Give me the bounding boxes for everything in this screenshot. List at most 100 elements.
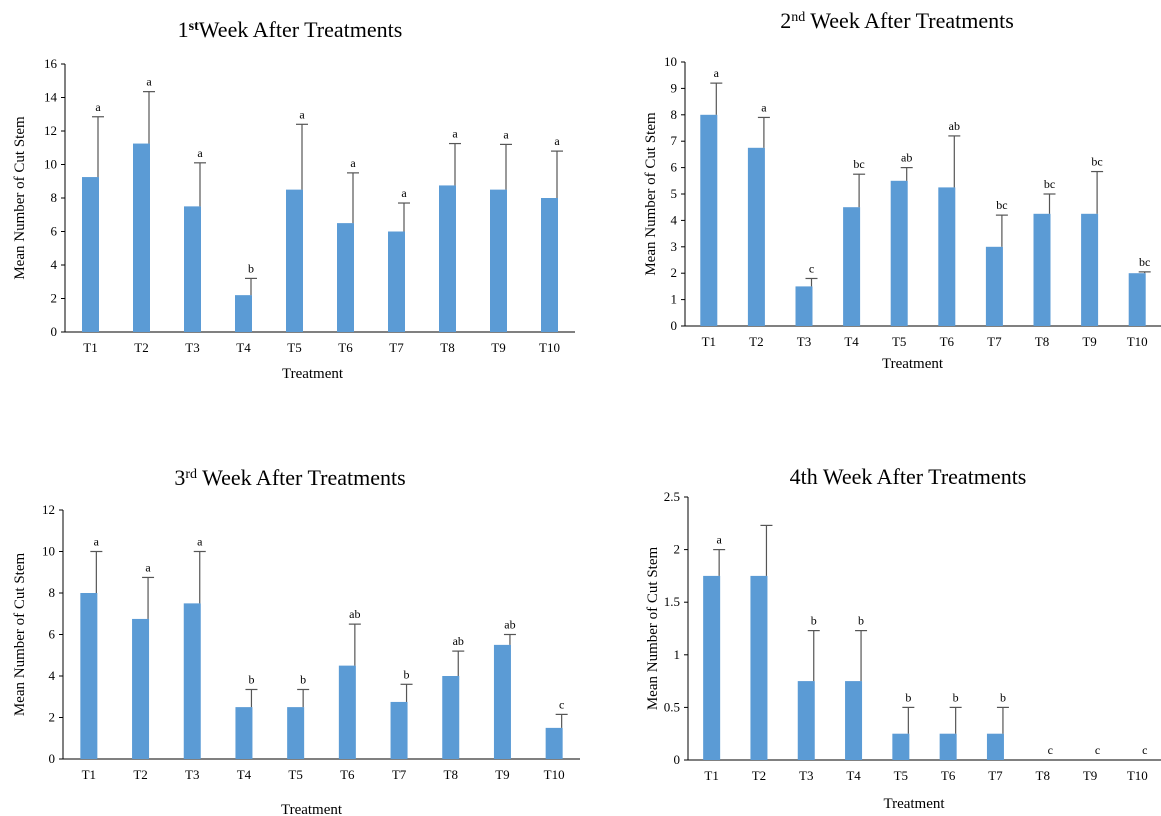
chart-title: 1stWeek After Treatments (178, 17, 403, 42)
bar (700, 114, 718, 326)
bar (890, 180, 908, 326)
bar (184, 206, 201, 332)
y-tick-label: 14 (44, 90, 58, 105)
y-tick-label: 0 (49, 751, 56, 766)
x-tick-label: T5 (892, 334, 906, 349)
x-tick-label: T3 (797, 334, 811, 349)
significance-letter: bc (1091, 155, 1102, 169)
y-tick-label: 2 (51, 291, 58, 306)
significance-letter: a (146, 75, 152, 89)
bar (338, 665, 356, 759)
bar (493, 644, 511, 759)
significance-letter: bc (996, 198, 1007, 212)
significance-letter: b (404, 667, 410, 681)
significance-letter: b (248, 261, 254, 275)
bar (1081, 213, 1099, 326)
significance-letter: a (197, 535, 203, 549)
x-tick-label: T9 (495, 767, 509, 782)
x-tick-label: T9 (1082, 334, 1096, 349)
x-tick-label: T6 (941, 768, 956, 783)
x-tick-label: T4 (237, 767, 252, 782)
bar (703, 575, 721, 760)
bar (845, 681, 863, 760)
x-tick-label: T1 (82, 767, 96, 782)
significance-letter: a (761, 100, 767, 114)
x-tick-label: T3 (799, 768, 813, 783)
x-tick-label: T2 (752, 768, 766, 783)
x-tick-label: T5 (287, 340, 301, 355)
bar (80, 593, 98, 759)
bar (986, 733, 1004, 760)
x-tick-label: T6 (940, 334, 955, 349)
chart-panel-week-4: 4th Week After Treatments 0 0.5 1 1.5 2 2.5 a T1… (580, 410, 1161, 816)
bar (747, 147, 765, 326)
bar (843, 207, 861, 326)
y-tick-label: 10 (42, 544, 55, 559)
y-tick-label: 0 (51, 324, 58, 339)
bar (286, 189, 303, 332)
significance-letter: a (145, 560, 151, 574)
chart-panel-week-1: 1stWeek After Treatments 0 2 4 6 8 10 12 14 16 a T1… (0, 0, 580, 400)
x-axis-label: Treatment (882, 356, 944, 372)
significance-letter: a (94, 535, 100, 549)
x-tick-label: T2 (134, 340, 148, 355)
significance-letter: ab (901, 151, 912, 165)
x-tick-label: T8 (444, 767, 458, 782)
significance-letter: a (716, 533, 722, 547)
y-tick-label: 10 (664, 54, 677, 69)
significance-letter: c (809, 261, 814, 275)
x-tick-label: T1 (83, 340, 97, 355)
y-tick-label: 2.5 (664, 489, 680, 504)
y-tick-label: 9 (671, 80, 678, 95)
y-tick-label: 6 (671, 160, 678, 175)
chart-panel-week-2: 2nd Week After Treatments 0 1 2 3 4 5 6 7 8 9 10 a T1… (580, 0, 1161, 400)
y-axis-label: Mean Number of Cut Stem (12, 553, 28, 717)
significance-letter: bc (1139, 255, 1150, 269)
y-tick-label: 16 (44, 56, 58, 71)
y-tick-label: 8 (49, 585, 56, 600)
y-tick-label: 8 (51, 190, 58, 205)
bar (442, 676, 460, 759)
x-tick-label: T3 (185, 767, 199, 782)
x-axis-label: Treatment (281, 802, 343, 816)
y-tick-label: 10 (44, 157, 57, 172)
bar (490, 189, 507, 332)
y-tick-label: 2 (671, 265, 678, 280)
significance-letter: bc (853, 157, 864, 171)
significance-letter: a (503, 127, 509, 141)
y-tick-label: 4 (671, 212, 678, 227)
significance-letter: b (811, 614, 817, 628)
significance-letter: b (858, 614, 864, 628)
significance-letter: ab (349, 607, 360, 621)
x-tick-label: T1 (704, 768, 718, 783)
x-tick-label: T10 (539, 340, 560, 355)
y-tick-label: 12 (42, 502, 55, 517)
y-tick-label: 6 (51, 224, 58, 239)
x-tick-label: T4 (844, 334, 859, 349)
x-tick-label: T9 (491, 340, 505, 355)
x-tick-label: T6 (338, 340, 353, 355)
y-tick-label: 4 (51, 257, 58, 272)
y-axis-label: Mean Number of Cut Stem (645, 547, 661, 711)
y-tick-label: 6 (49, 627, 56, 642)
significance-letter: b (300, 672, 306, 686)
x-tick-label: T6 (340, 767, 355, 782)
y-tick-label: 0 (674, 752, 681, 767)
significance-letter: ab (504, 618, 515, 632)
significance-letter: a (714, 66, 720, 80)
chart-title: 2nd Week After Treatments (780, 8, 1014, 33)
y-tick-label: 8 (671, 107, 678, 122)
x-tick-label: T8 (440, 340, 454, 355)
chart-week-3: 3rd Week After Treatments 0 2 4 6 8 10 12 a T1 a T2… (12, 465, 580, 816)
y-tick-label: 4 (49, 668, 56, 683)
significance-letter: b (248, 672, 254, 686)
y-tick-label: 3 (671, 239, 678, 254)
significance-letter: a (401, 186, 407, 200)
bar (1128, 273, 1146, 326)
x-tick-label: T5 (894, 768, 908, 783)
x-tick-label: T10 (1127, 768, 1148, 783)
bar (235, 295, 252, 332)
x-tick-label: T3 (185, 340, 199, 355)
chart-week-2: 2nd Week After Treatments 0 1 2 3 4 5 6 7 8 9 10 a T1… (643, 8, 1161, 372)
significance-letter: a (452, 127, 458, 141)
